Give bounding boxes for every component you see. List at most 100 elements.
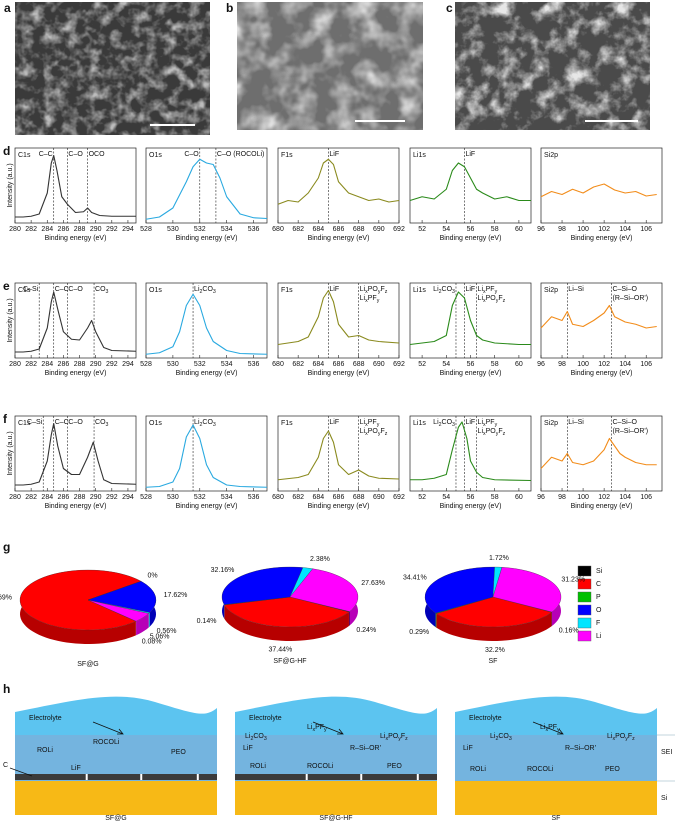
pie-value-label: 0.14% xyxy=(197,618,217,625)
spectrum-line xyxy=(410,421,532,482)
chart-title: C1s xyxy=(18,152,31,159)
pie-slice xyxy=(87,581,157,613)
sem-texture xyxy=(237,2,423,130)
sei-species: Li2CO3 xyxy=(245,733,267,743)
panel-label: b xyxy=(226,1,233,15)
panel-label: g xyxy=(3,540,10,554)
x-tick-label: 54 xyxy=(442,494,450,501)
x-tick-label: 100 xyxy=(577,226,589,233)
pie-title: SF@G-HF xyxy=(273,658,306,665)
x-tick-label: 282 xyxy=(25,226,37,233)
chart-title: Si2p xyxy=(544,152,558,159)
annotation-label: CO3 xyxy=(95,286,109,296)
legend-swatch xyxy=(577,630,592,642)
sei-species: ROCOLi xyxy=(93,739,120,746)
electrolyte-label: Electrolyte xyxy=(469,715,502,722)
sei-species: LiF xyxy=(243,745,253,752)
x-axis-label: Binding energy (eV) xyxy=(176,370,238,377)
chart-title: C1s xyxy=(18,420,31,427)
x-tick-label: 536 xyxy=(248,361,260,368)
legend-label: P xyxy=(596,594,601,601)
chart-title: Li1s xyxy=(413,287,426,294)
spectrum-line xyxy=(15,291,137,353)
panel-label: a xyxy=(4,1,11,15)
sei-label: SEI xyxy=(661,749,672,756)
chart-title: Si2p xyxy=(544,287,558,294)
spectrum-line xyxy=(145,158,268,220)
sei-species: R–Si–OR' xyxy=(350,745,381,752)
chart-title: F1s xyxy=(281,420,293,427)
y-axis-label: Intensity (a.u.) xyxy=(7,298,14,342)
pie-slice-side xyxy=(436,612,552,641)
annotation-label: LixPOyFz xyxy=(478,428,506,438)
sei-species: LixPOyFz xyxy=(607,733,635,743)
x-axis-label: Binding energy (eV) xyxy=(176,235,238,242)
spectrum-line xyxy=(540,304,657,329)
pie-value-label: 5.06% xyxy=(150,634,170,641)
x-tick-label: 98 xyxy=(558,361,566,368)
si-layer xyxy=(15,781,217,815)
sei-layer xyxy=(15,735,217,781)
x-axis-label: Binding energy (eV) xyxy=(308,235,370,242)
legend-swatch xyxy=(577,565,592,577)
pie-slice xyxy=(224,596,350,628)
electrolyte-label: Electrolyte xyxy=(249,715,282,722)
chart-title: Li1s xyxy=(413,420,426,427)
x-tick-label: 534 xyxy=(221,494,233,501)
annotation-label: C–O xyxy=(68,286,83,293)
sem-texture xyxy=(15,2,210,135)
annotation-label: CO3 xyxy=(95,419,109,429)
x-tick-label: 54 xyxy=(442,361,450,368)
x-tick-label: 536 xyxy=(248,494,260,501)
x-axis-label: Binding energy (eV) xyxy=(571,235,633,242)
x-tick-label: 530 xyxy=(167,361,179,368)
x-tick-label: 280 xyxy=(9,494,21,501)
annotation-label: C–Si–O xyxy=(612,419,637,426)
x-axis-label: Binding energy (eV) xyxy=(571,503,633,510)
chart-title: F1s xyxy=(281,152,293,159)
x-tick-label: 686 xyxy=(333,494,345,501)
si-layer xyxy=(235,781,437,815)
plot-frame xyxy=(540,282,663,359)
pie-value-label: 32.2% xyxy=(485,647,505,654)
x-tick-label: 294 xyxy=(122,494,134,501)
x-tick-label: 530 xyxy=(167,226,179,233)
legend-swatch xyxy=(577,604,592,616)
chart-title: C1s xyxy=(18,287,31,294)
pie-value-label: 76.69% xyxy=(0,595,12,602)
x-tick-label: 692 xyxy=(393,226,405,233)
pie-value-label: 0.16% xyxy=(559,628,579,635)
x-tick-label: 684 xyxy=(312,226,324,233)
sei-species: ROCOLi xyxy=(527,766,554,773)
pie-slice xyxy=(87,599,150,622)
sei-species: ROLi xyxy=(470,766,486,773)
annotation-label: Li–Si xyxy=(568,419,584,426)
pie-value-label: 27.63% xyxy=(361,580,385,587)
x-axis-label: Binding energy (eV) xyxy=(440,503,502,510)
electrolyte xyxy=(455,696,657,736)
panel-label: c xyxy=(446,1,453,15)
x-tick-label: 288 xyxy=(74,494,86,501)
sei-species: R–Si–OR' xyxy=(565,745,596,752)
si-label: Si xyxy=(661,795,668,802)
x-tick-label: 690 xyxy=(373,494,385,501)
x-tick-label: 532 xyxy=(194,361,206,368)
electrolyte xyxy=(15,696,217,736)
x-tick-label: 284 xyxy=(41,226,53,233)
annotation-label: LixPFy xyxy=(360,419,380,429)
carbon-gap xyxy=(140,774,143,780)
pie-slice-side xyxy=(148,612,150,628)
annotation-label: LiF xyxy=(329,419,339,426)
x-tick-label: 292 xyxy=(106,226,118,233)
plot-frame xyxy=(14,147,137,224)
x-tick-label: 106 xyxy=(640,494,652,501)
x-tick-label: 684 xyxy=(312,494,324,501)
sei-species: ROLi xyxy=(37,747,53,754)
pie-value-label: 2.38% xyxy=(310,556,330,563)
x-tick-label: 684 xyxy=(312,361,324,368)
annotation-label: C–C xyxy=(55,419,69,426)
x-tick-label: 530 xyxy=(167,494,179,501)
pie-tops xyxy=(424,566,562,628)
plot-frame xyxy=(540,147,663,224)
annotation-label: C–Si xyxy=(27,419,43,426)
